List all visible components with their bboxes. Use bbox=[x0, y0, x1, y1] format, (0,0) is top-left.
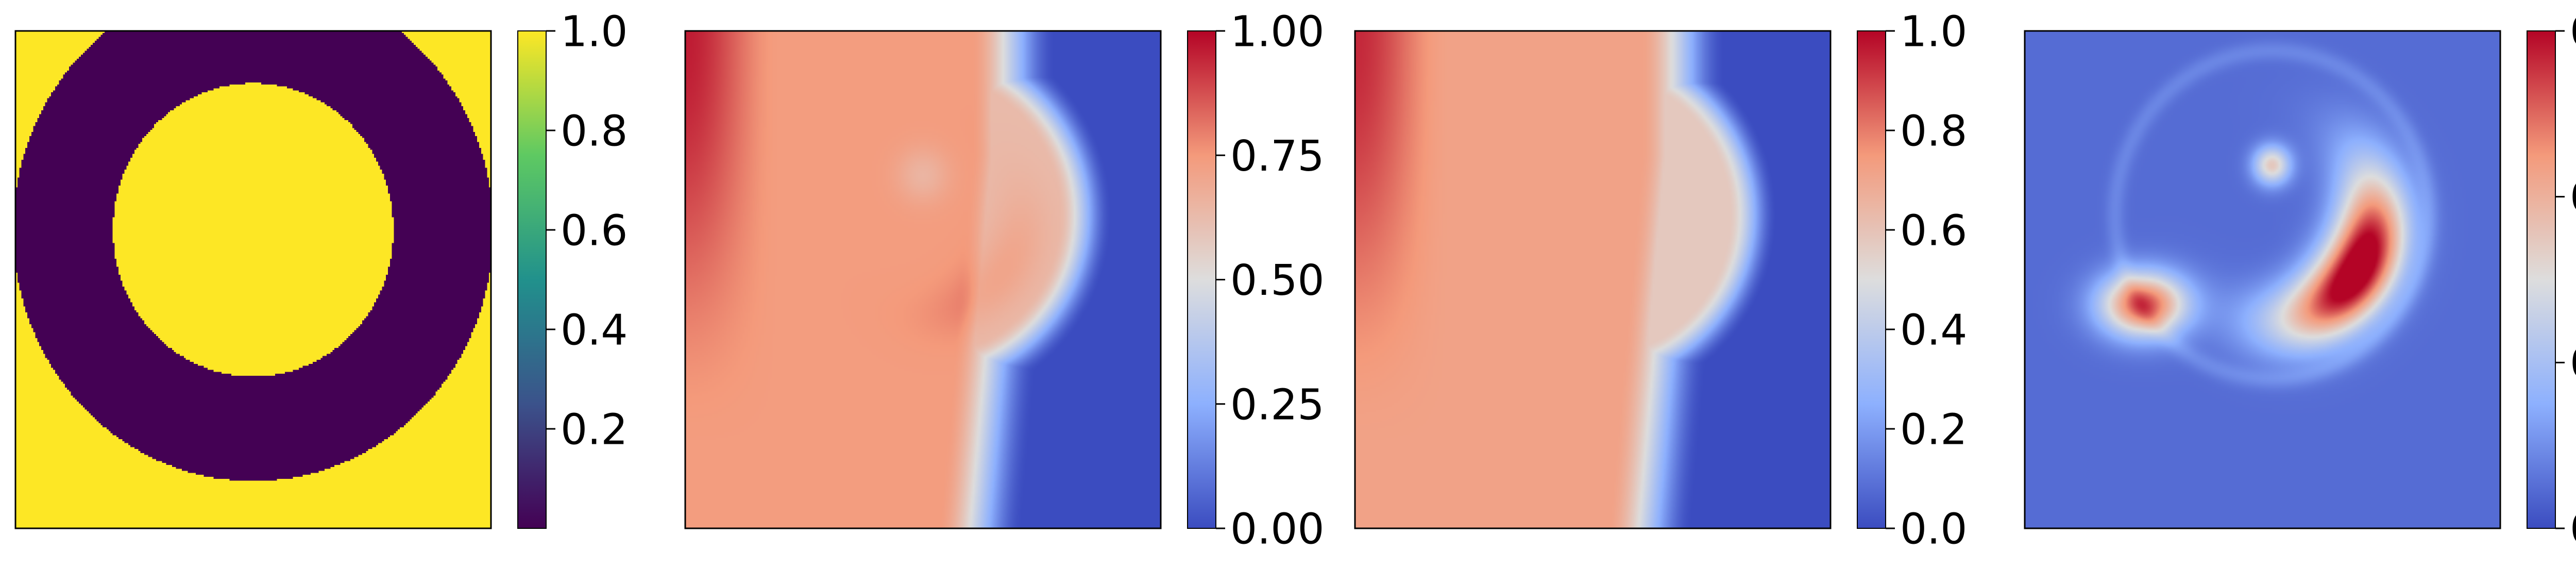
colorbar-ticks-4: 0.00 0.05 0.10 0.15 bbox=[2555, 8, 2576, 554]
colorbar-tick-label: 0.6 bbox=[1900, 207, 1967, 256]
colorbar-tick-label: 0.00 bbox=[2570, 505, 2576, 554]
panel-4: 0.00 0.05 0.10 0.15 bbox=[2024, 8, 2576, 554]
colorbar-2 bbox=[1187, 30, 1216, 529]
colorbar-tick-label: 0.4 bbox=[1900, 306, 1967, 355]
colorbar-tick-label: 0.25 bbox=[1230, 380, 1325, 429]
colorbar-tick-label: 0.2 bbox=[561, 406, 628, 455]
colorbar-tick-label: 0.0 bbox=[1900, 505, 1967, 554]
heatmap-image-4 bbox=[2025, 31, 2500, 528]
panel-1: 0.2 0.4 0.6 0.8 1.0 bbox=[14, 8, 628, 529]
colorbar-ticks-1: 0.2 0.4 0.6 0.8 1.0 bbox=[546, 8, 628, 455]
colorbar-tick-label: 0.4 bbox=[561, 306, 628, 355]
colorbar-3 bbox=[1857, 30, 1886, 529]
colorbar-tick-label: 1.0 bbox=[561, 8, 628, 57]
colorbar-tick-label: 1.0 bbox=[1900, 8, 1967, 57]
colorbar-tick-label: 0.00 bbox=[1230, 505, 1325, 554]
heatmap-image-2 bbox=[685, 31, 1161, 528]
panel-3: 0.0 0.2 0.4 0.6 0.8 1.0 bbox=[1354, 8, 1967, 554]
heatmap-image-1 bbox=[15, 31, 491, 528]
colorbar-tick-label: 0.8 bbox=[1900, 107, 1967, 156]
panel-2: 0.00 0.25 0.50 0.75 1.00 bbox=[684, 8, 1325, 554]
colorbar-tick-label: 0.10 bbox=[2570, 173, 2576, 222]
colorbar-tick-label: 0.6 bbox=[561, 207, 628, 256]
heatmap-frame-3 bbox=[1354, 30, 1832, 529]
heatmap-frame-1 bbox=[14, 30, 492, 529]
colorbar-tick-label: 0.50 bbox=[1230, 256, 1325, 305]
colorbar-tick-label: 0.2 bbox=[1900, 406, 1967, 455]
colorbar-4 bbox=[2527, 30, 2556, 529]
colorbar-1 bbox=[517, 30, 547, 529]
colorbar-tick-label: 0.8 bbox=[561, 107, 628, 156]
heatmap-image-3 bbox=[1355, 31, 1831, 528]
colorbar-tick-label: 1.00 bbox=[1230, 8, 1325, 57]
colorbar-ticks-2: 0.00 0.25 0.50 0.75 1.00 bbox=[1216, 8, 1325, 554]
colorbar-tick-label: 0.75 bbox=[1230, 132, 1325, 181]
colorbar-ticks-3: 0.0 0.2 0.4 0.6 0.8 1.0 bbox=[1886, 8, 1967, 554]
heatmap-frame-2 bbox=[684, 30, 1162, 529]
colorbar-tick-label: 0.05 bbox=[2570, 339, 2576, 388]
colorbar-tick-label: 0.15 bbox=[2570, 8, 2576, 57]
heatmap-frame-4 bbox=[2024, 30, 2501, 529]
